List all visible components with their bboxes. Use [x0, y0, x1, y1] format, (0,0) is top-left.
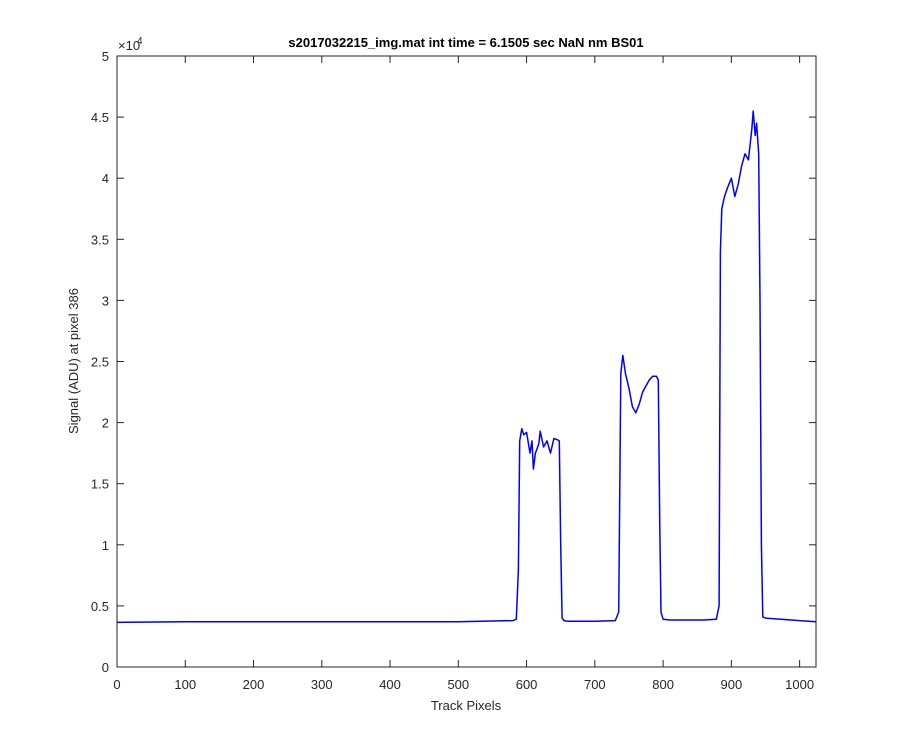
- x-tick-label: 500: [447, 677, 469, 692]
- x-tick-label: 700: [584, 677, 606, 692]
- y-tick-label: 5: [102, 49, 109, 64]
- axes-box: [116, 55, 817, 668]
- x-tick-label: 0: [113, 677, 120, 692]
- y-tick-label: 2: [102, 416, 109, 431]
- y-tick-label: 3.5: [91, 232, 109, 247]
- x-tick-label: 300: [311, 677, 333, 692]
- y-tick-label: 0.5: [91, 599, 109, 614]
- y-axis-label: Signal (ADU) at pixel 386: [66, 288, 81, 434]
- x-axis-label: Track Pixels: [431, 698, 502, 713]
- x-tick-label: 200: [243, 677, 265, 692]
- series-line-0: [116, 110, 817, 624]
- x-tick-label: 800: [652, 677, 674, 692]
- x-tick-label: 600: [516, 677, 538, 692]
- y-tick-label: 1: [102, 538, 109, 553]
- y-tick-label: 0: [102, 660, 109, 675]
- y-tick-label: 4.5: [91, 110, 109, 125]
- x-tick-label: 100: [174, 677, 196, 692]
- chart-title: s2017032215_img.mat int time = 6.1505 se…: [288, 35, 643, 50]
- y-tick-label: 4: [102, 171, 109, 186]
- plot-area: [116, 110, 817, 624]
- axes-ticks: 0 100 200 300 400 500 600 700 800 900 1000 0 0.5 1 1.5…: [91, 49, 816, 692]
- y-exponent-power: 4: [137, 36, 143, 47]
- x-tick-label: 900: [721, 677, 743, 692]
- y-tick-label: 2.5: [91, 355, 109, 370]
- y-tick-label: 3: [102, 293, 109, 308]
- x-tick-label: 400: [379, 677, 401, 692]
- y-tick-label: 1.5: [91, 477, 109, 492]
- y-exponent-base: ×10: [118, 38, 140, 53]
- x-tick-label: 1000: [785, 677, 814, 692]
